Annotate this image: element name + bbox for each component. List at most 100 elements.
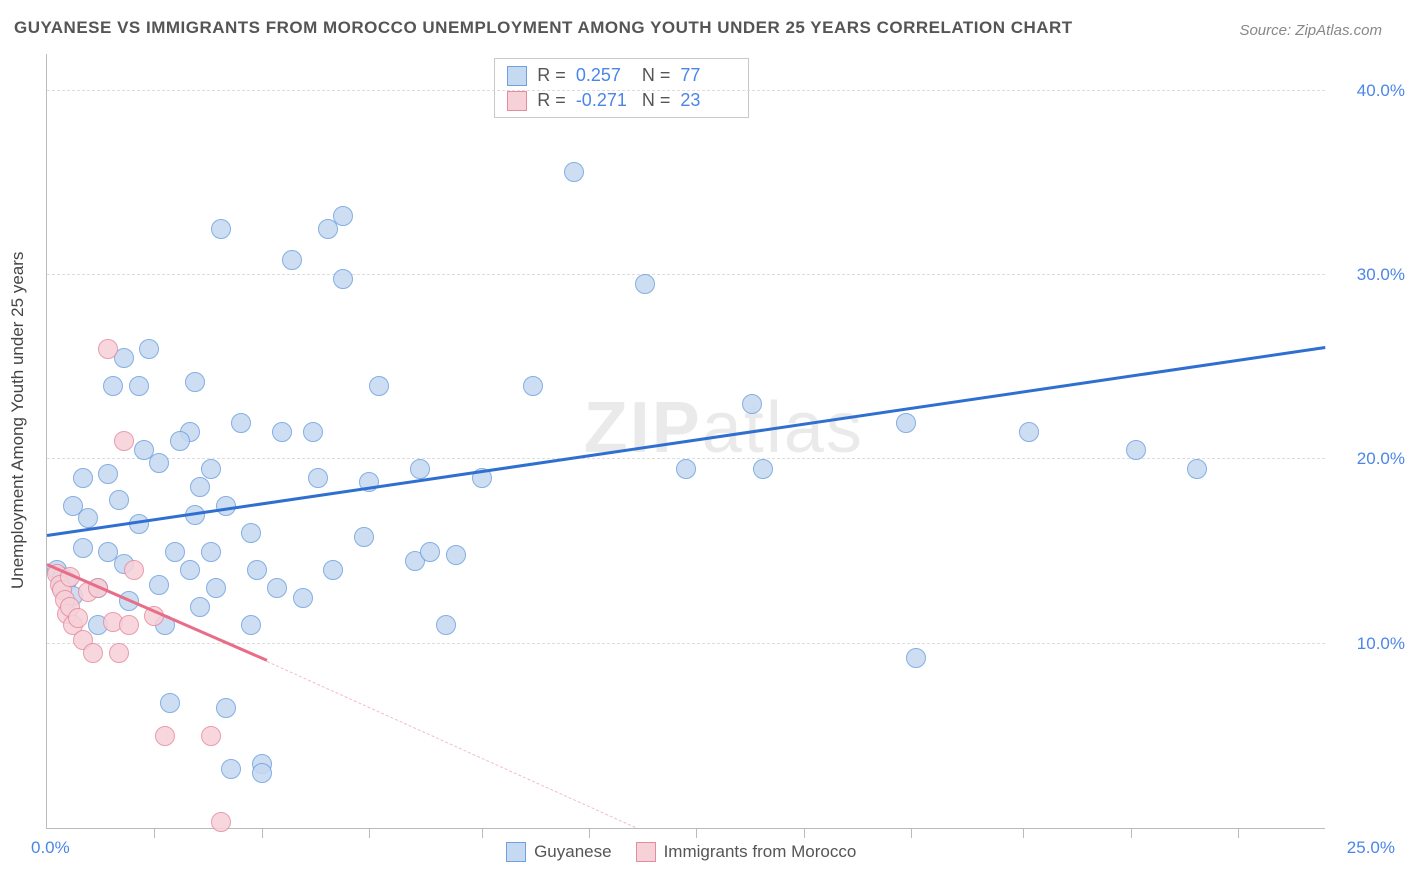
x-tick <box>369 828 370 838</box>
data-point <box>216 698 236 718</box>
data-point <box>231 413 251 433</box>
series-legend: Guyanese Immigrants from Morocco <box>506 842 856 862</box>
data-point <box>78 508 98 528</box>
x-tick <box>696 828 697 838</box>
data-point <box>73 538 93 558</box>
gridline <box>47 643 1325 644</box>
data-point <box>293 588 313 608</box>
data-point <box>896 413 916 433</box>
source-attribution: Source: ZipAtlas.com <box>1239 22 1382 39</box>
data-point <box>211 812 231 832</box>
data-point <box>149 575 169 595</box>
data-point <box>333 269 353 289</box>
data-point <box>149 453 169 473</box>
stats-row: R =-0.271N =23 <box>507 88 736 113</box>
data-point <box>185 372 205 392</box>
r-value: -0.271 <box>576 90 632 111</box>
data-point <box>221 759 241 779</box>
data-point <box>103 376 123 396</box>
data-point <box>308 468 328 488</box>
stats-row: R = 0.257 N = 77 <box>507 63 736 88</box>
x-tick <box>589 828 590 838</box>
watermark: ZIPatlas <box>584 387 864 469</box>
n-label: N = <box>642 65 671 86</box>
data-point <box>98 339 118 359</box>
n-label: N = <box>642 90 671 111</box>
data-point <box>410 459 430 479</box>
data-point <box>190 477 210 497</box>
data-point <box>160 693 180 713</box>
x-tick <box>911 828 912 838</box>
chart-title: GUYANESE VS IMMIGRANTS FROM MOROCCO UNEM… <box>14 18 1073 38</box>
data-point <box>206 578 226 598</box>
data-point <box>247 560 267 580</box>
data-point <box>303 422 323 442</box>
n-value: 23 <box>680 90 736 111</box>
data-point <box>1019 422 1039 442</box>
scatter-plot-area: ZIPatlas R =0.257N =77R =-0.271N =23 10.… <box>46 54 1325 829</box>
data-point <box>109 643 129 663</box>
data-point <box>139 339 159 359</box>
data-point <box>742 394 762 414</box>
data-point <box>201 726 221 746</box>
x-tick <box>804 828 805 838</box>
data-point <box>114 431 134 451</box>
x-tick <box>482 828 483 838</box>
series-swatch <box>507 66 527 86</box>
r-label: R = <box>537 65 566 86</box>
data-point <box>272 422 292 442</box>
y-axis-label: Unemployment Among Youth under 25 years <box>8 180 28 660</box>
r-value: 0.257 <box>576 65 632 86</box>
y-tick-label: 40.0% <box>1335 81 1405 101</box>
data-point <box>73 468 93 488</box>
legend-swatch <box>636 842 656 862</box>
y-tick-label: 10.0% <box>1335 634 1405 654</box>
legend-swatch <box>506 842 526 862</box>
data-point <box>446 545 466 565</box>
data-point <box>241 615 261 635</box>
data-point <box>241 523 261 543</box>
data-point <box>190 597 210 617</box>
data-point <box>129 376 149 396</box>
data-point <box>109 490 129 510</box>
data-point <box>211 219 231 239</box>
legend-item: Immigrants from Morocco <box>636 842 857 862</box>
x-tick <box>154 828 155 838</box>
x-tick <box>262 828 263 838</box>
data-point <box>98 464 118 484</box>
x-tick <box>1131 828 1132 838</box>
n-value: 77 <box>680 65 736 86</box>
data-point <box>180 560 200 580</box>
data-point <box>1187 459 1207 479</box>
data-point <box>753 459 773 479</box>
data-point <box>282 250 302 270</box>
data-point <box>119 615 139 635</box>
data-point <box>124 560 144 580</box>
x-tick-label-max: 25.0% <box>1335 838 1395 858</box>
series-swatch <box>507 91 527 111</box>
data-point <box>68 608 88 628</box>
trend-line <box>267 661 635 828</box>
legend-label: Guyanese <box>534 842 612 862</box>
data-point <box>201 459 221 479</box>
data-point <box>369 376 389 396</box>
data-point <box>267 578 287 598</box>
y-tick-label: 30.0% <box>1335 265 1405 285</box>
correlation-stats-box: R = 0.257 N = 77R = -0.271 N = 23 <box>494 58 749 118</box>
x-tick <box>1023 828 1024 838</box>
gridline <box>47 90 1325 91</box>
data-point <box>165 542 185 562</box>
data-point <box>323 560 343 580</box>
data-point <box>354 527 374 547</box>
data-point <box>201 542 221 562</box>
data-point <box>333 206 353 226</box>
data-point <box>1126 440 1146 460</box>
legend-item: Guyanese <box>506 842 612 862</box>
data-point <box>676 459 696 479</box>
legend-label: Immigrants from Morocco <box>664 842 857 862</box>
x-tick <box>1238 828 1239 838</box>
data-point <box>564 162 584 182</box>
data-point <box>170 431 190 451</box>
data-point <box>523 376 543 396</box>
data-point <box>83 643 103 663</box>
